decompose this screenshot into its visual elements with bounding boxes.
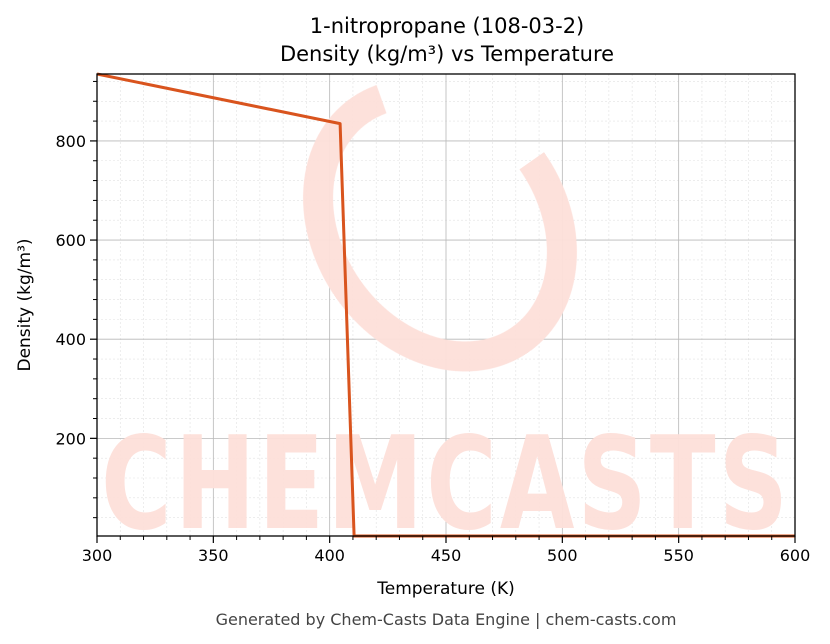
x-tick-label: 350	[198, 546, 229, 565]
chart-title: 1-nitropropane (108-03-2)	[310, 14, 585, 38]
chemcasts-watermark: CHEMCASTS	[101, 78, 791, 559]
x-tick-label: 450	[431, 546, 462, 565]
watermark-logo-ring	[303, 78, 577, 372]
y-tick-label: 800	[55, 132, 86, 151]
x-axis-ticks: 300 350 400 450 500 550 600	[82, 536, 811, 565]
chart-subtitle: Density (kg/m³) vs Temperature	[280, 42, 614, 66]
x-tick-label: 550	[663, 546, 694, 565]
y-tick-label: 600	[55, 231, 86, 250]
y-tick-label: 200	[55, 429, 86, 448]
y-axis-label: Density (kg/m³)	[15, 238, 35, 371]
x-tick-label: 500	[547, 546, 578, 565]
x-tick-label: 600	[780, 546, 811, 565]
watermark-text: CHEMCASTS	[101, 410, 791, 559]
footer-credit: Generated by Chem-Casts Data Engine | ch…	[216, 610, 677, 629]
y-axis-ticks: 200 400 600 800	[55, 80, 97, 519]
x-tick-label: 300	[82, 546, 113, 565]
x-axis-label: Temperature (K)	[376, 579, 515, 599]
x-tick-label: 400	[314, 546, 345, 565]
y-tick-label: 400	[55, 330, 86, 349]
